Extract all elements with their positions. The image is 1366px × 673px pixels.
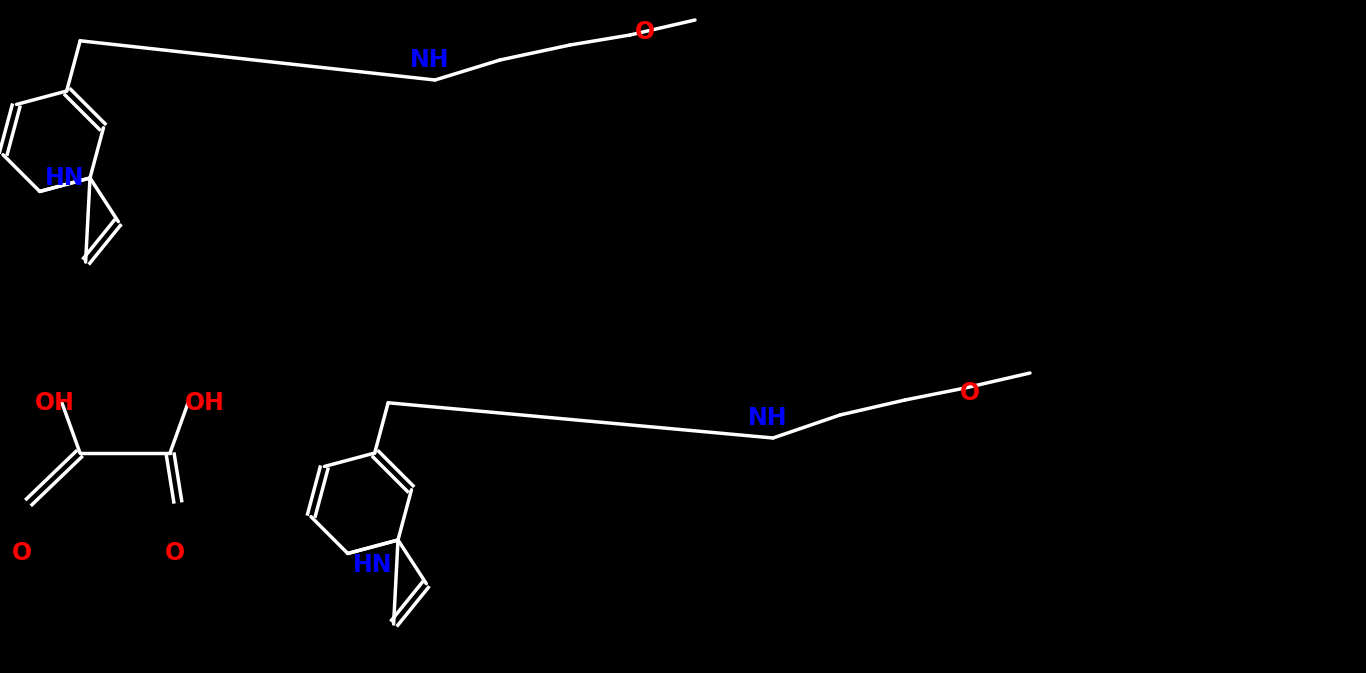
Text: OH: OH <box>36 391 75 415</box>
Text: OH: OH <box>184 391 225 415</box>
Text: O: O <box>635 20 656 44</box>
Text: HN: HN <box>354 553 393 577</box>
Text: O: O <box>12 541 31 565</box>
Text: NH: NH <box>410 48 449 72</box>
Text: HN: HN <box>45 166 85 190</box>
Text: O: O <box>165 541 184 565</box>
Text: NH: NH <box>749 406 788 430</box>
Text: O: O <box>960 381 979 405</box>
